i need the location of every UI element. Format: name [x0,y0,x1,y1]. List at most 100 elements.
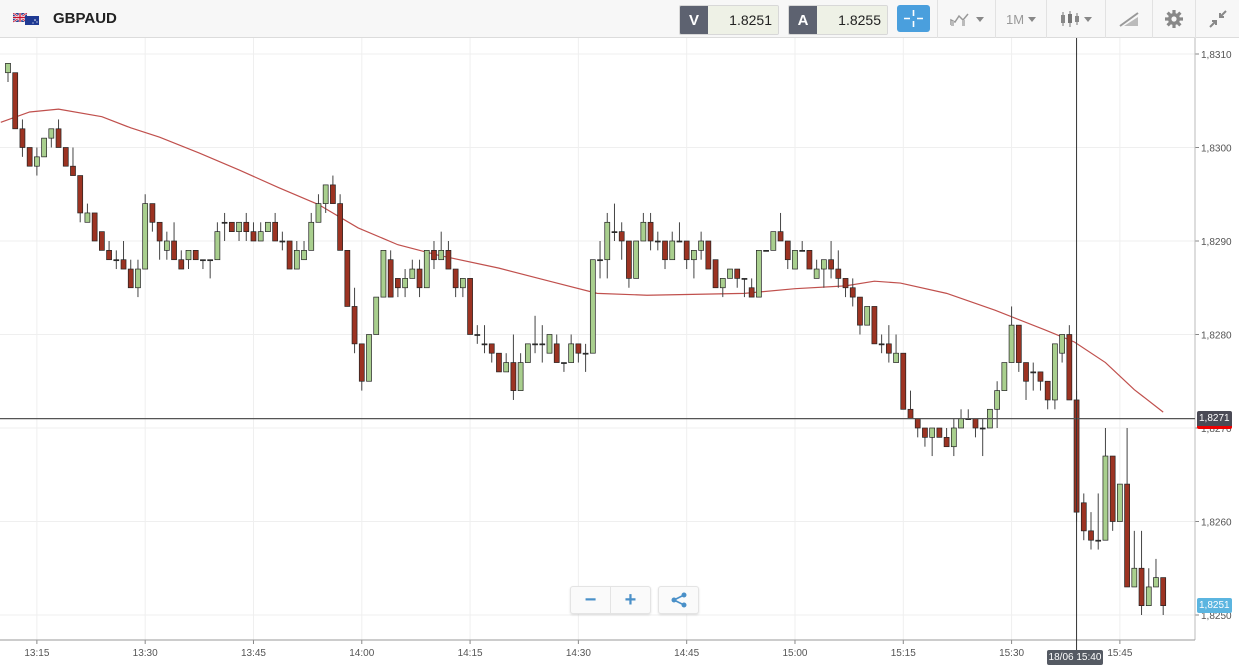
timeframe-dropdown[interactable]: 1M [995,0,1046,38]
candle-body [402,278,408,289]
candle-body [719,278,726,289]
axes: 1,8250 1,8260 1,8270 1,8280 1,8290 1,8300 1,83… [0,38,1232,659]
candle-body [691,250,697,261]
candle-down [250,222,257,242]
candle-body [683,240,690,261]
candle-body [48,128,55,139]
candle-body [221,221,228,224]
candle-up [532,315,538,354]
candle-body [864,306,871,326]
candle-down [806,250,813,270]
candle-body [265,221,271,233]
candle-body [467,278,473,335]
candle-body [163,240,170,251]
zoom-in-button[interactable]: + [624,588,637,611]
candle-down [1037,371,1044,391]
chart-type-dropdown[interactable] [937,0,995,38]
buy-button[interactable]: A 1.8255 [788,5,888,35]
candle-down [351,287,358,354]
candle-body [756,250,762,298]
candle-body [171,240,177,261]
collapse-icon [1208,10,1227,28]
candle-body [589,259,596,354]
candle-down [900,352,907,410]
candle-up [185,250,192,270]
settings-button[interactable] [1152,0,1195,38]
candlestick-icon [1061,11,1079,27]
candle-up [1008,306,1015,363]
candle-body [835,268,842,279]
collapse-button[interactable] [1195,0,1239,38]
candle-up [878,334,885,354]
candle-body [200,259,206,262]
candle-body [91,212,98,242]
candle-body [582,352,589,355]
candle-down [178,250,185,270]
candle-up [676,222,683,243]
candle-down [1066,325,1073,401]
candle-body [243,221,250,233]
candle-body [662,240,668,261]
candle-body [640,221,647,242]
candle-down [705,240,712,270]
candle-body [315,203,322,223]
candle-up [994,381,1000,428]
candle-up [546,334,553,354]
current-price-tag: 1,8271 [1197,410,1232,429]
candle-body [207,259,214,262]
candle-up [582,343,589,372]
sell-button[interactable]: V 1.8251 [679,5,779,35]
candle-body [532,343,538,346]
candle-body [286,240,293,270]
candle-up [113,250,120,270]
candle-up [597,241,603,279]
candle-down [416,259,423,298]
candle-up [517,353,524,391]
candle-body [99,231,105,251]
share-button[interactable] [658,586,699,614]
x-tick-label: 14:00 [349,648,374,659]
candle-body [922,427,928,438]
candle-body [5,62,11,74]
candle-body [510,362,517,391]
candle-down [712,259,719,289]
candle-body [763,250,769,252]
candle-body [250,231,257,242]
drawing-tool-button[interactable] [1105,0,1152,38]
sell-label: V [680,6,708,34]
candle-down [871,306,878,345]
candle-body [568,343,575,363]
x-tick-label: 13:15 [24,648,49,659]
candle-body [330,184,336,204]
candlestick-dropdown[interactable] [1046,0,1105,38]
candle-up [481,325,488,354]
candle-down [943,428,950,448]
zoom-out-button[interactable]: − [571,587,611,613]
candle-body [1015,324,1022,363]
gear-icon [1165,10,1183,28]
crosshair-button[interactable] [897,5,930,32]
candle-up [727,268,733,279]
candle-down [510,334,517,400]
candle-up [135,259,141,298]
candle-up [1117,483,1123,522]
candle-up [864,306,871,326]
candle-up [409,259,416,279]
candle-down [106,241,112,261]
candle-body [337,203,343,251]
candle-body [727,268,733,279]
y-tick-label: 1,8260 [1201,518,1232,529]
candle-up [654,231,661,251]
y-tick-label: 1,8300 [1201,144,1232,155]
candle-body [1080,502,1087,532]
candle-body [994,390,1000,410]
buy-label: A [789,6,817,34]
candle-body [373,296,380,335]
candle-body [914,418,921,429]
candle-body [1066,334,1073,401]
candle-body [55,128,62,148]
candle-body [1088,530,1094,541]
candle-up [640,212,647,242]
candle-down [647,212,654,251]
